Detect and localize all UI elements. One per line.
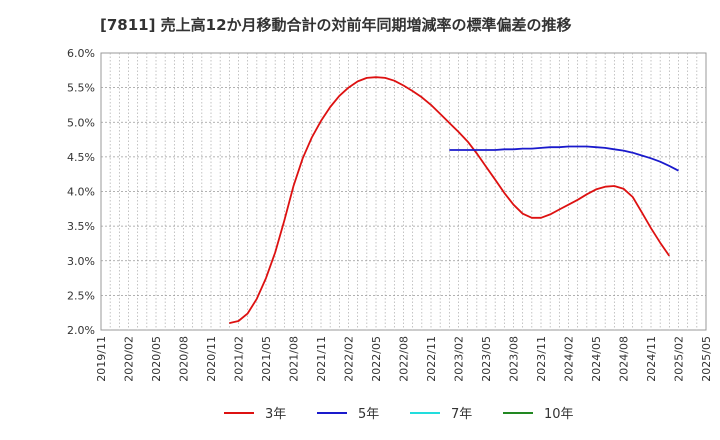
series-line-5年 [449,145,679,172]
x-tick-label: 2024/05 [590,336,603,382]
x-tick-label: 2022/02 [343,336,356,382]
y-tick-label: 2.5% [67,289,95,302]
x-tick-label: 2021/02 [233,336,246,382]
x-tick-label: 2022/05 [370,336,383,382]
x-tick-label: 2020/05 [150,336,163,382]
legend-label: 5年 [358,407,379,422]
series-line-3年 [229,76,671,324]
x-tick-label: 2020/02 [123,336,136,382]
y-tick-label: 3.5% [67,220,95,233]
y-tick-label: 4.5% [67,151,95,164]
x-tick-label: 2023/02 [453,336,466,382]
x-tick-label: 2021/08 [288,336,301,382]
y-tick-label: 6.0% [67,47,95,60]
x-tick-label: 2022/11 [425,336,438,382]
x-tick-label: 2024/08 [618,336,631,382]
x-tick-label: 2023/11 [535,336,548,382]
legend-label: 10年 [544,407,574,422]
x-axis-tick-labels: 2019/11 2020/02 2020/05 2020/08 2020/11 2021/… [95,336,713,382]
y-tick-label: 5.0% [67,116,95,129]
x-tick-label: 2024/11 [645,336,658,382]
x-tick-label: 2021/11 [315,336,328,382]
series-lines [229,76,679,324]
x-tick-label: 2025/05 [700,336,713,382]
x-tick-label: 2020/11 [205,336,218,382]
legend: 3年 5年 7年 10年 [224,407,574,422]
y-tick-label: 5.5% [67,82,95,95]
x-tick-label: 2021/05 [260,336,273,382]
y-tick-label: 2.0% [67,324,95,337]
y-tick-label: 3.0% [67,255,95,268]
horizontal-gridlines [101,87,706,296]
x-tick-label: 2024/02 [563,336,576,382]
x-tick-label: 2023/05 [480,336,493,382]
y-tick-label: 4.0% [67,186,95,199]
y-axis-tick-labels: 2.0% 2.5% 3.0% 3.5% 4.0% 4.5% 5.0% 5.5% 6.0% [67,47,95,337]
x-tick-label: 2023/08 [508,336,521,382]
x-tick-label: 2025/02 [673,336,686,382]
x-tick-label: 2019/11 [95,336,108,382]
chart-title: [7811] 売上高12か月移動合計の対前年同期増減率の標準偏差の推移 [100,16,572,34]
vertical-gridlines [109,53,698,330]
x-tick-label: 2022/08 [398,336,411,382]
legend-label: 7年 [451,407,472,422]
x-tick-label: 2020/08 [178,336,191,382]
legend-label: 3年 [265,407,286,422]
